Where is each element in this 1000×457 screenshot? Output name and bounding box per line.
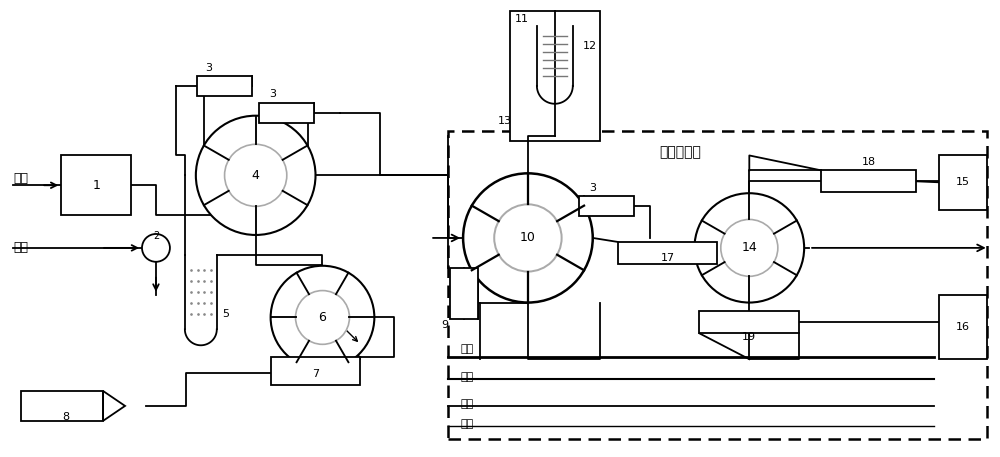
Polygon shape <box>103 391 125 421</box>
Text: 气相色谱仪: 气相色谱仪 <box>660 145 701 159</box>
Text: 14: 14 <box>741 241 757 255</box>
Circle shape <box>225 144 287 207</box>
Bar <box>61 155 131 215</box>
Text: 10: 10 <box>520 231 536 244</box>
Text: 16: 16 <box>956 322 970 332</box>
Text: 4: 4 <box>252 169 260 182</box>
Circle shape <box>271 266 374 369</box>
Bar <box>579 196 634 216</box>
Text: 氮气: 氮气 <box>460 344 473 354</box>
Text: 11: 11 <box>515 14 529 24</box>
Circle shape <box>463 173 593 303</box>
Text: 8: 8 <box>63 412 70 422</box>
Bar <box>939 155 987 210</box>
Text: 12: 12 <box>583 41 597 51</box>
Text: 2: 2 <box>153 231 159 241</box>
Text: 6: 6 <box>319 311 326 324</box>
Text: 5: 5 <box>222 309 229 319</box>
Text: 17: 17 <box>660 253 675 263</box>
Text: 3: 3 <box>205 63 212 73</box>
Text: 3: 3 <box>589 183 596 193</box>
Bar <box>197 76 252 96</box>
Text: 氮气: 氮气 <box>460 399 473 409</box>
Text: 氮气: 氮气 <box>460 372 473 382</box>
Text: 氮气: 氮气 <box>460 419 473 429</box>
Text: 水样: 水样 <box>13 241 28 255</box>
Bar <box>618 242 717 264</box>
Bar <box>259 103 314 122</box>
Text: 9: 9 <box>442 320 449 330</box>
Circle shape <box>196 116 316 235</box>
Bar <box>448 131 987 439</box>
Circle shape <box>142 234 170 262</box>
Text: 7: 7 <box>312 369 319 379</box>
Text: 3: 3 <box>269 89 276 99</box>
Bar <box>821 170 916 192</box>
Text: 1: 1 <box>92 179 100 192</box>
Bar <box>939 295 987 359</box>
Circle shape <box>694 193 804 303</box>
Text: 18: 18 <box>862 157 876 167</box>
Circle shape <box>296 291 349 344</box>
Bar <box>21 391 103 421</box>
Bar <box>450 268 478 319</box>
Text: 19: 19 <box>742 332 756 342</box>
Bar <box>510 11 600 141</box>
Circle shape <box>721 219 778 276</box>
Bar <box>699 312 799 333</box>
Bar <box>271 357 360 385</box>
Text: 氮气: 氮气 <box>13 172 28 185</box>
Text: 13: 13 <box>498 116 512 126</box>
Text: 15: 15 <box>956 177 970 187</box>
Circle shape <box>494 204 562 271</box>
